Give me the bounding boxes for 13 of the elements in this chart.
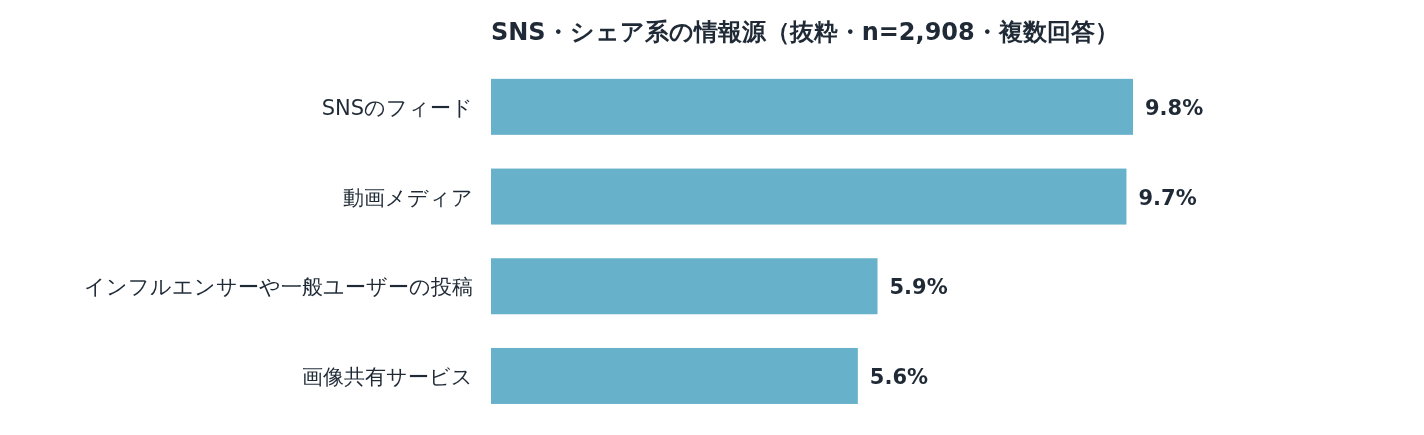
chart-title: SNS・シェア系の情報源（抜粋・n=2,908・複数回答）	[491, 18, 1119, 46]
data-label: 5.6%	[869, 364, 929, 389]
y-tick-label: インフルエンサーや一般ユーザーの投稿	[84, 275, 473, 300]
data-label: 9.7%	[1138, 185, 1197, 210]
data-label: 9.8%	[1145, 95, 1204, 120]
bar	[491, 258, 878, 315]
y-tick-label: 動画メディア	[343, 185, 473, 210]
data-label: 5.9%	[889, 275, 948, 300]
bar	[491, 168, 1127, 225]
y-tick-label: 画像共有サービス	[302, 364, 473, 389]
y-tick-label: SNSのフィード	[321, 95, 473, 120]
bar	[491, 78, 1133, 135]
bar	[491, 347, 858, 404]
